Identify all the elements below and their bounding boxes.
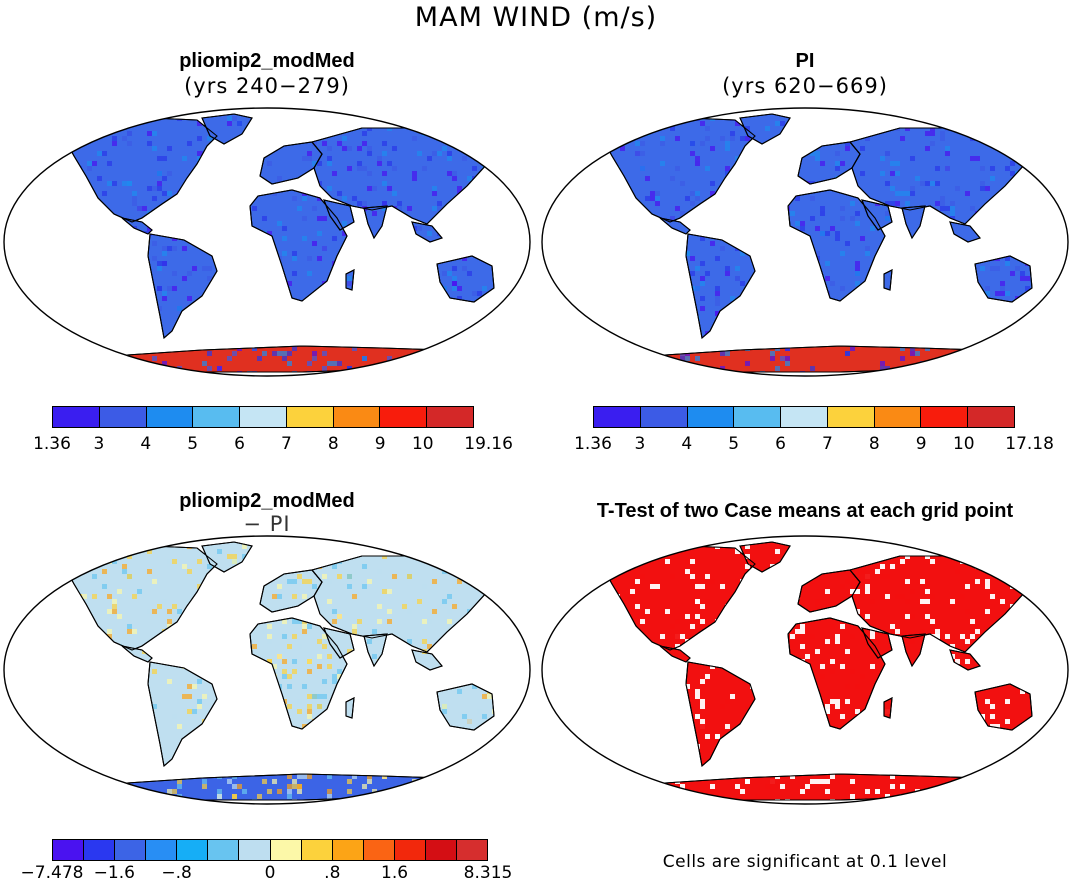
map-frame — [3, 107, 531, 377]
colorbar-tick-label: 5 — [187, 434, 199, 454]
colorbar-tick-label: 8 — [327, 434, 339, 454]
colorbar-swatch — [208, 840, 240, 860]
colorbar-tick-label: 3 — [93, 434, 105, 454]
colorbar-pi: 1.36 3 4 5 6 7 8 9 10 17.18 — [574, 406, 1054, 454]
colorbar-swatch — [146, 840, 178, 860]
colorbar-tick-label: 5 — [728, 434, 740, 454]
colorbar-swatch — [874, 407, 922, 427]
colorbar-swatch — [425, 840, 458, 860]
colorbar-tick-label: 7 — [281, 434, 292, 454]
map-frame — [3, 535, 531, 805]
colorbar-swatch — [240, 407, 287, 427]
colorbar-swatch — [239, 840, 271, 860]
panel-title-ttest: T-Test of two Case means at each grid po… — [596, 500, 1014, 522]
colorbar-tick-label: 9 — [374, 434, 386, 454]
colorbar-swatch — [781, 407, 828, 427]
colorbar-tick-label: −1.6 — [93, 863, 135, 883]
colorbar-tick-label: 8 — [868, 434, 880, 454]
colorbar-tick-label: −.8 — [161, 863, 192, 883]
colorbar-tick-label: 19.16 — [464, 434, 513, 454]
colorbar-swatch — [640, 407, 688, 427]
colorbar-tick-label: 10 — [411, 434, 434, 454]
colorbar-tick-label: 7 — [822, 434, 833, 454]
map-frame — [541, 535, 1069, 805]
colorbar-swatch — [115, 840, 147, 860]
colorbar-swatch — [332, 840, 364, 860]
colorbar-modmed: 1.36 3 4 5 6 7 8 9 10 19.16 — [33, 406, 513, 454]
colorbar-tick-label: 1.36 — [574, 434, 612, 454]
colorbar-tick-label: 4 — [681, 434, 693, 454]
panel-subtitle-pi: (yrs 620−669) — [722, 74, 888, 98]
colorbar-swatch — [84, 840, 116, 860]
colorbar-swatch — [333, 407, 381, 427]
colorbar-swatch — [146, 407, 194, 427]
colorbar-swatch — [177, 840, 209, 860]
colorbar-swatch — [53, 407, 100, 427]
colorbar-tick-label: 10 — [952, 434, 975, 454]
colorbar-swatch — [921, 407, 969, 427]
colorbar-tick-label: .8 — [324, 863, 341, 883]
panel-subtitle-diff: − PI — [243, 512, 291, 536]
panel-title-modmed: pliomip2_modMed — [179, 50, 355, 72]
map-frame — [541, 107, 1069, 377]
colorbar-tick-label: 8.315 — [463, 863, 513, 883]
colorbar-swatch — [827, 407, 875, 427]
panel-title-pi: PI — [795, 50, 815, 72]
colorbar-swatch — [363, 840, 395, 860]
colorbar-tick-label: 1.36 — [33, 434, 71, 454]
colorbar-tick-label: 4 — [140, 434, 152, 454]
colorbar-swatch — [734, 407, 782, 427]
colorbar-swatch — [286, 407, 334, 427]
figure-title: MAM WIND (m/s) — [414, 2, 658, 33]
map-difference-wind — [3, 535, 531, 805]
colorbar-swatch — [270, 840, 302, 860]
colorbar-swatch — [99, 407, 147, 427]
colorbar-swatch — [301, 840, 333, 860]
colorbar-tick-label: 9 — [915, 434, 927, 454]
colorbar-tick-label: 6 — [775, 434, 786, 454]
significance-note: Cells are significant at 0.1 level — [662, 852, 948, 872]
colorbar-swatch — [457, 840, 488, 860]
colorbar-tick-label: 17.18 — [1005, 434, 1054, 454]
colorbar-swatch — [380, 407, 428, 427]
map-modmed-wind — [3, 107, 531, 377]
colorbar-tick-label: 3 — [634, 434, 646, 454]
colorbar-tick-label: 0 — [264, 863, 276, 883]
colorbar-swatch — [968, 407, 1015, 427]
colorbar-swatch — [53, 840, 85, 860]
panel-subtitle-modmed: (yrs 240−279) — [184, 74, 350, 98]
colorbar-swatch — [594, 407, 641, 427]
colorbar-swatch — [427, 407, 474, 427]
panel-title-diff: pliomip2_modMed — [179, 490, 355, 512]
map-ttest-significance — [541, 535, 1069, 805]
colorbar-tick-label: −7.478 — [20, 863, 84, 883]
colorbar-tick-label: 1.6 — [381, 863, 409, 883]
map-pi-wind — [541, 107, 1069, 377]
colorbar-tick-label: 6 — [234, 434, 245, 454]
colorbar-swatch — [193, 407, 241, 427]
colorbar-swatch — [394, 840, 426, 860]
colorbar-difference: −7.478 −1.6 −.8 0 .8 1.6 8.315 — [21, 839, 512, 883]
colorbar-swatch — [687, 407, 735, 427]
